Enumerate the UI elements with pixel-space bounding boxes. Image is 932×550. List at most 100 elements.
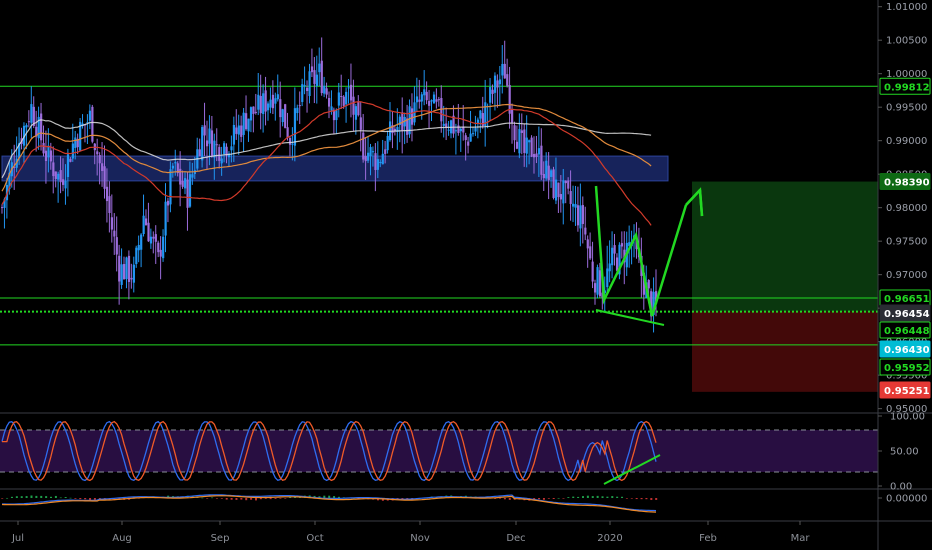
price-level-badge-bg <box>879 304 931 322</box>
candle-body <box>489 87 492 103</box>
macd-histogram-bar <box>84 498 87 500</box>
candle-body <box>186 179 189 208</box>
candle-body <box>142 215 145 235</box>
candle-body <box>301 84 304 102</box>
candle-body <box>581 205 584 224</box>
candle-body <box>606 268 609 288</box>
candle-body <box>315 74 318 86</box>
price-tick-label: 0.95000 <box>886 404 927 415</box>
projection-arrow-tip <box>685 189 701 206</box>
candle-body <box>537 148 541 155</box>
candle-body <box>174 162 177 164</box>
candle-body <box>208 128 211 144</box>
price-level-badge: 0.96651 <box>879 289 931 307</box>
candle-body <box>550 170 553 177</box>
candle-body <box>110 217 114 230</box>
candle-body <box>86 122 89 124</box>
candle-body <box>188 174 192 207</box>
candle-body <box>349 84 353 101</box>
candle-body <box>123 264 126 280</box>
macd-histogram-bar <box>40 495 43 498</box>
candle-body <box>357 101 360 116</box>
candle-body <box>271 94 275 109</box>
candle-body <box>32 106 35 126</box>
macd-histogram-bar <box>230 498 233 500</box>
candle-body <box>118 255 121 282</box>
macd-histogram-bar <box>547 498 550 499</box>
candle-body <box>342 96 345 106</box>
macd-histogram-bar <box>621 496 624 498</box>
candle-body <box>8 172 11 190</box>
price-axis[interactable]: 1.010001.005001.000000.995000.990000.985… <box>877 0 931 550</box>
candle-body <box>445 123 448 128</box>
price-pane[interactable] <box>0 37 932 522</box>
time-tick-label: Mar <box>791 533 811 544</box>
candle-body <box>298 105 301 107</box>
candle-body <box>69 158 72 162</box>
price-level-badge: 0.95952 <box>879 358 931 376</box>
candle-body <box>49 150 53 162</box>
price-level-badge-label: 0.96430 <box>884 345 930 356</box>
candle-body <box>547 165 550 180</box>
candle-body <box>528 140 531 143</box>
macd-signal-line <box>1 495 657 513</box>
macd-histogram-bar <box>1 498 4 499</box>
macd-histogram-bar <box>79 498 82 500</box>
time-axis[interactable]: Jul Aug Sep Oct Nov Dec 2020 Feb Mar <box>11 521 810 544</box>
candle-body <box>252 106 255 114</box>
candle-body <box>135 247 138 265</box>
macd-histogram-bar <box>640 498 643 500</box>
macd-histogram-bar <box>333 496 336 498</box>
macd-histogram-bar <box>538 498 541 500</box>
candle-body <box>476 119 480 124</box>
candle-body <box>205 140 209 147</box>
candle-body <box>562 180 565 204</box>
candle-body <box>306 87 309 92</box>
time-tick-label: Jul <box>11 533 24 544</box>
macd-histogram-bar <box>274 498 277 499</box>
candle-body <box>191 174 194 178</box>
macd-histogram-bar <box>635 498 638 500</box>
candle-body <box>40 113 43 141</box>
candle-body <box>603 290 606 294</box>
macd-histogram-bar <box>45 496 48 498</box>
macd-histogram-bar <box>601 496 604 498</box>
candle-body <box>432 94 436 104</box>
macd-histogram-bar <box>20 496 23 498</box>
candle-body <box>335 110 338 121</box>
candle-body <box>249 107 253 121</box>
price-level-badge-label: 0.99812 <box>884 82 930 93</box>
candle-body <box>144 218 148 226</box>
candle-body <box>471 133 475 135</box>
candle-body <box>242 112 245 135</box>
candle-body <box>320 60 323 94</box>
candle-body <box>159 249 162 257</box>
macd-histogram-bar <box>606 496 609 498</box>
candle-body <box>359 117 362 130</box>
time-tick-label: Dec <box>506 533 525 544</box>
price-tick-label: 0.99000 <box>886 136 927 147</box>
candle-body <box>608 263 611 272</box>
candle-body <box>127 255 131 282</box>
stochastic-tick-label: 50.00 <box>890 447 919 458</box>
candle-body <box>530 137 533 157</box>
macd-pane[interactable] <box>1 494 658 513</box>
macd-histogram-bar <box>655 498 658 500</box>
candle-body <box>408 106 411 135</box>
price-level-badge: 0.96454 <box>879 304 931 322</box>
candle-body <box>232 124 236 145</box>
candle-body <box>74 137 77 148</box>
candle-body <box>393 128 397 132</box>
candle-body <box>523 129 526 153</box>
price-level-badge-label: 0.96454 <box>884 309 930 320</box>
macd-histogram-bar <box>220 498 223 499</box>
candle-body <box>484 102 487 127</box>
stochastic-pane[interactable] <box>0 420 878 485</box>
projection-arrow <box>650 204 688 317</box>
candle-body <box>201 127 204 161</box>
macd-histogram-bar <box>357 498 360 499</box>
candle-body <box>279 99 282 118</box>
time-tick-label: Aug <box>112 533 132 544</box>
